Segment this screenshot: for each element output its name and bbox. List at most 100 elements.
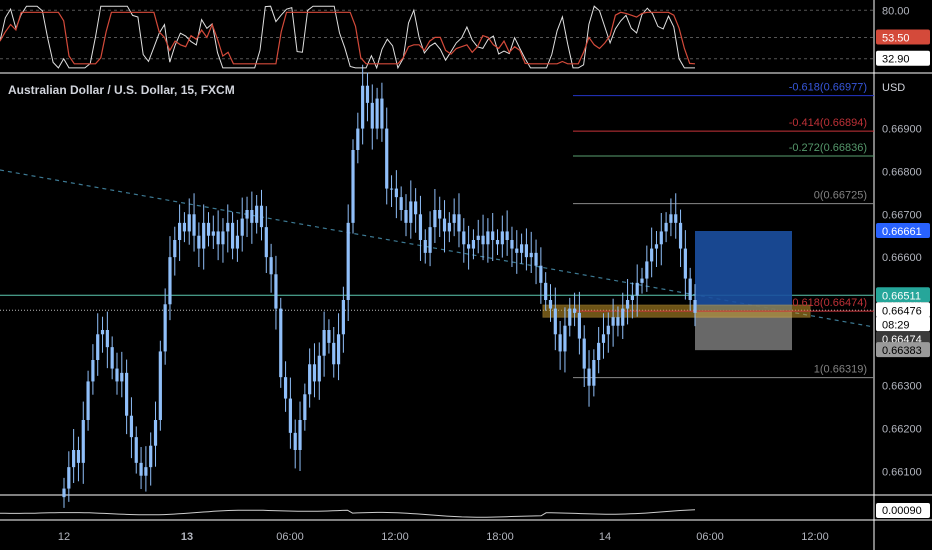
candle-body	[616, 317, 620, 326]
price-badge-value: 08:29	[882, 319, 910, 331]
candle-body	[370, 102, 374, 129]
candle-body	[259, 205, 264, 228]
candle-body	[375, 98, 379, 129]
candle-body	[168, 257, 172, 305]
y-tick-label: 0.66300	[882, 381, 922, 393]
fib-level-label: -0.272(0.66836)	[789, 142, 867, 154]
price-badge-blue	[876, 223, 930, 238]
candle-body	[283, 377, 288, 399]
x-tick-label: 06:00	[696, 531, 724, 543]
candle-body	[452, 214, 456, 223]
price-badge-value: 0.66661	[882, 226, 922, 238]
candle-body	[264, 227, 268, 258]
lower-indicator-line	[0, 509, 696, 518]
candle-body	[563, 325, 567, 352]
price-badge-value: 0.66511	[882, 290, 921, 302]
candle-body	[568, 308, 572, 326]
candle-body	[587, 368, 591, 386]
y-tick-label: 0.66800	[882, 166, 922, 178]
chart-title: Australian Dollar / U.S. Dollar, 15, FXC…	[8, 83, 235, 97]
candle-body	[678, 222, 683, 249]
candle-body	[553, 308, 557, 335]
candle-body	[539, 265, 543, 283]
y-tick-label: 0.66100	[882, 466, 922, 478]
y-tick-label: 0.66200	[882, 424, 922, 436]
candle-body	[235, 235, 240, 249]
candle-body	[447, 222, 451, 232]
candle-body	[645, 261, 649, 279]
price-badge-green	[876, 287, 930, 303]
currency-label: USD	[882, 82, 905, 94]
candle-body	[206, 222, 211, 236]
candle-body	[597, 342, 601, 360]
candle-body	[491, 231, 495, 240]
candle-body	[96, 334, 100, 360]
candle-body	[389, 188, 394, 190]
candle-body	[688, 278, 692, 300]
candle-body	[481, 235, 485, 245]
candle-body	[163, 304, 167, 352]
lower-indicator-badge	[876, 503, 930, 518]
candle-body	[635, 282, 639, 296]
x-tick-label: 13	[181, 531, 193, 543]
candle-body	[110, 347, 114, 369]
candle-body	[226, 222, 230, 232]
y-tick-label: 0.66700	[882, 209, 922, 221]
candle-body	[467, 244, 471, 249]
candle-body	[115, 368, 119, 382]
x-tick-label: 18:00	[486, 531, 514, 543]
candle-body	[423, 240, 427, 253]
candle-body	[240, 218, 244, 236]
candle-body	[442, 218, 447, 232]
candle-body	[510, 240, 514, 249]
x-tick-label: 06:00	[276, 531, 304, 543]
candle-body	[669, 214, 673, 223]
candle-body	[582, 338, 586, 369]
candle-body	[67, 467, 71, 489]
candle-body	[211, 231, 215, 236]
candle-body	[158, 351, 162, 420]
candle-body	[100, 330, 105, 335]
candle-body	[601, 334, 606, 343]
candle-body	[544, 282, 548, 300]
price-badge-timer	[876, 316, 930, 332]
price-badge-gray	[876, 342, 930, 358]
candle-body	[505, 231, 509, 240]
price-badge-value: 0.66476	[882, 305, 922, 317]
candle-body	[153, 420, 158, 446]
candle-body	[120, 372, 124, 382]
candle-body	[274, 274, 278, 309]
rsi-value: 32.90	[882, 54, 910, 66]
candle-body	[683, 248, 687, 279]
candle-body	[394, 188, 398, 198]
candle-body	[654, 244, 659, 249]
candle-body	[346, 222, 350, 300]
candle-body	[149, 445, 153, 468]
x-tick-label: 12:00	[801, 531, 829, 543]
candle-body	[317, 355, 321, 382]
candle-body	[81, 420, 85, 463]
candle-body	[457, 214, 461, 232]
candle-body	[380, 98, 384, 129]
candle-body	[519, 244, 524, 253]
fib-level-label: -0.414(0.66894)	[789, 117, 867, 129]
candle-body	[365, 85, 370, 103]
candle-body	[361, 85, 365, 129]
candle-body	[129, 415, 134, 438]
candle-body	[693, 300, 697, 313]
y-tick-label: 0.66900	[882, 124, 922, 136]
candle-body	[192, 214, 196, 236]
rsi-ma-line	[0, 11, 696, 65]
candle-body	[664, 222, 668, 232]
candle-body	[500, 231, 504, 245]
candle-body	[524, 244, 529, 258]
candle-body	[279, 308, 283, 378]
candle-body	[202, 222, 206, 249]
candle-body	[327, 330, 331, 343]
candle-body	[577, 312, 581, 339]
candle-body	[298, 420, 302, 450]
rsi-level-label: 80.00	[882, 5, 910, 17]
candle-body	[269, 257, 273, 275]
candle-body	[197, 235, 201, 249]
